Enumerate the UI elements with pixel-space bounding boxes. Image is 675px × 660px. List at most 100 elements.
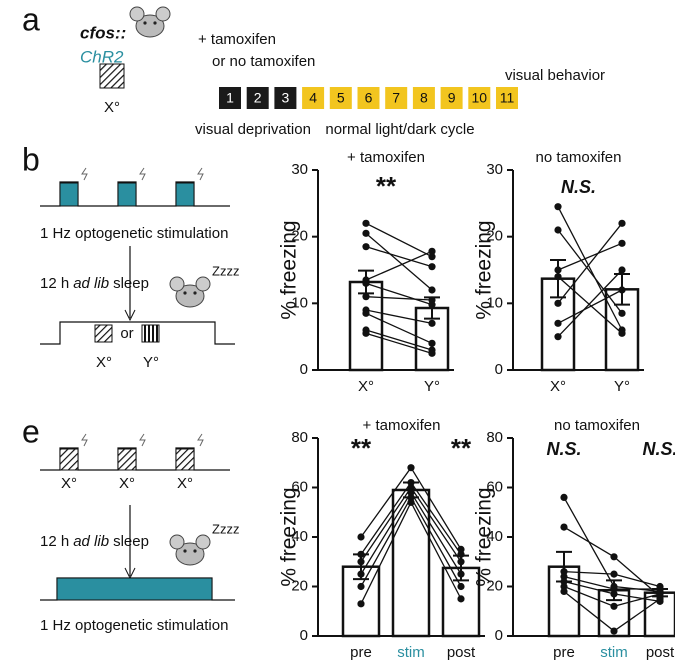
bolt	[81, 433, 204, 447]
y-axis-label: % freezing	[278, 487, 301, 586]
chart-title: + tamoxifen	[363, 417, 441, 434]
bar	[391, 488, 431, 638]
subject-point	[457, 558, 465, 566]
stimulus: X°	[177, 475, 193, 492]
subject-point	[554, 226, 562, 234]
subject-point	[554, 273, 562, 281]
subject-point	[610, 570, 618, 578]
subject-point	[362, 243, 370, 251]
day-box	[496, 87, 518, 109]
y-axis-label: % freezing	[473, 220, 496, 319]
subject-point	[407, 483, 415, 492]
subject-line	[557, 289, 623, 324]
subject-line	[365, 329, 433, 351]
significance: N.S.	[561, 177, 596, 197]
subject-point	[357, 570, 365, 578]
subject-point	[362, 229, 370, 237]
pulse	[59, 182, 79, 207]
subject-point	[656, 595, 664, 603]
y-tick-label: 30	[291, 161, 308, 178]
subject-point	[428, 286, 436, 294]
subject-point	[560, 568, 568, 576]
subject-point	[618, 309, 626, 317]
y-tick-label: 40	[486, 528, 503, 545]
subject-line	[365, 250, 433, 281]
subject-point	[428, 349, 436, 357]
subject-line	[557, 269, 623, 338]
stimulus: X°	[61, 475, 77, 492]
label: 1 Hz optogenetic stimulation	[40, 617, 228, 634]
subject-point	[618, 239, 626, 247]
subject-point	[554, 203, 562, 211]
y-axis-label: % freezing	[278, 220, 301, 319]
subject-point	[407, 478, 415, 487]
stimulus-icon	[141, 324, 160, 343]
stimulus-icon	[59, 448, 79, 471]
subject-point	[362, 279, 370, 287]
x-tick-label: stim	[397, 644, 425, 660]
stimulus-icon	[175, 448, 195, 471]
day-label: 1	[226, 90, 234, 106]
stim-trace	[40, 447, 230, 471]
stim-trace	[40, 181, 230, 207]
subject-point	[618, 219, 626, 227]
y-tick-label: 10	[291, 294, 308, 311]
subject-line	[365, 282, 433, 306]
subject-point	[357, 582, 365, 591]
subject-line	[557, 206, 623, 331]
mouse-icon	[129, 6, 171, 38]
pulse	[117, 182, 137, 207]
day-box	[219, 87, 241, 109]
subject-point	[656, 585, 664, 593]
day-label: 3	[282, 90, 290, 106]
x-tick-label: X°	[358, 378, 374, 395]
day-box	[440, 87, 463, 109]
subject-point	[457, 595, 465, 603]
stimulus-icon	[117, 448, 137, 471]
day-box	[412, 87, 435, 109]
text: 12 h	[40, 533, 69, 550]
day-box	[385, 87, 408, 109]
x-tick-label: post	[447, 644, 476, 660]
subject-point	[407, 488, 415, 497]
y-axis-label: % freezing	[473, 487, 496, 586]
genotype: ChR2	[80, 47, 124, 66]
y-tick-label: 40	[291, 528, 308, 545]
pulse	[175, 182, 195, 207]
snore: Zzzz	[212, 263, 239, 278]
subject-point	[457, 570, 465, 578]
subject-line	[557, 276, 623, 334]
subject-point	[407, 493, 415, 501]
y-tick-label: 60	[486, 478, 503, 495]
stim-block	[56, 577, 213, 601]
subject-point	[560, 577, 568, 586]
significance: **	[451, 433, 472, 463]
stimulus: Y°	[143, 354, 159, 371]
subject-point	[357, 558, 365, 566]
subject-point	[554, 266, 562, 274]
panel-letter: e	[22, 413, 40, 449]
day-label: 8	[420, 90, 428, 106]
x-tick-label: post	[646, 644, 675, 660]
day-box	[357, 87, 380, 109]
genotype: cfos::	[80, 23, 126, 42]
phase: visual deprivation	[195, 121, 311, 138]
significance: **	[376, 171, 397, 201]
x-tick-label: Y°	[424, 378, 440, 395]
sleep-label: 12 h ad lib sleep	[40, 533, 149, 550]
day-box	[468, 87, 491, 109]
subject-point	[362, 219, 370, 227]
phase: normal light/dark cycle	[325, 121, 474, 138]
subject-point	[457, 550, 465, 558]
subject-point	[357, 600, 365, 608]
y-tick-label: 20	[291, 577, 308, 594]
subject-line	[365, 309, 433, 324]
subject-point	[618, 329, 626, 337]
subject-line	[557, 222, 623, 304]
significance: N.S.	[642, 439, 675, 459]
y-tick-label: 20	[486, 228, 503, 245]
subject-point	[560, 582, 568, 591]
text: ad lib	[73, 275, 109, 292]
subject-point	[560, 587, 568, 596]
